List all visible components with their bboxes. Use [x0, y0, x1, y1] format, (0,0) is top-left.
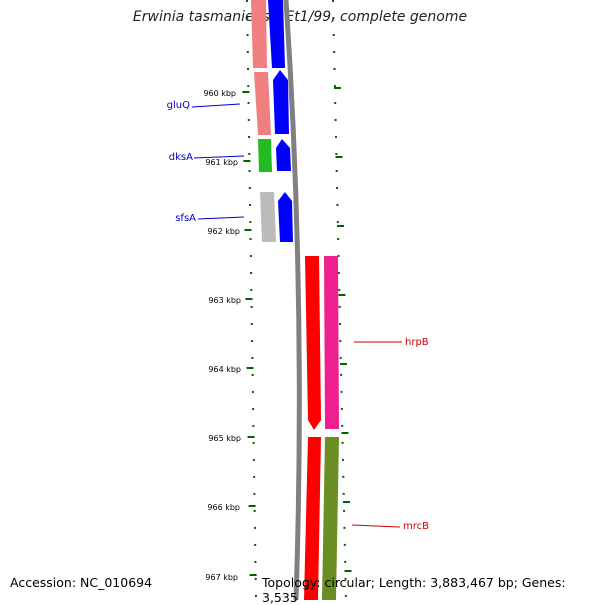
tick-marks	[242, 87, 352, 576]
tick-label: 964 kbp	[208, 365, 241, 374]
tick-label: 960 kbp	[203, 89, 236, 98]
gene-block-red-2[interactable]	[304, 437, 321, 600]
gene-block-gluq[interactable]	[254, 72, 271, 135]
tick-label: 963 kbp	[208, 296, 241, 305]
tick-labels: 960 kbp 961 kbp 962 kbp 963 kbp 964 kbp …	[203, 89, 241, 582]
leader-line-gluq	[191, 103, 241, 108]
gene-block-dksa[interactable]	[258, 139, 272, 172]
gene-label-gluq[interactable]: gluQ	[167, 100, 190, 111]
gene-block-red-1[interactable]	[305, 256, 321, 430]
gene-label-sfsa[interactable]: sfsA	[175, 213, 196, 224]
gene-label-mrcb[interactable]: mrcB	[403, 521, 429, 532]
genome-backbone	[283, 0, 302, 600]
leader-line-mrcb	[351, 524, 401, 528]
tick-label: 961 kbp	[205, 158, 238, 167]
leader-line-sfsa	[197, 216, 245, 220]
gene-labels: gluQ dksA sfsA hrpB mrcB	[167, 100, 429, 532]
forward-gene-4[interactable]	[278, 192, 293, 242]
gene-block-sfsa[interactable]	[260, 192, 276, 242]
forward-gene-3[interactable]	[276, 139, 291, 171]
tick-label: 965 kbp	[208, 434, 241, 443]
gene-label-hrpb[interactable]: hrpB	[405, 337, 429, 348]
tick-label: 966 kbp	[207, 503, 240, 512]
map-title: Erwinia tasmaniensis Et1/99, complete ge…	[132, 9, 468, 25]
gene-block-mrcb[interactable]	[322, 437, 339, 600]
gene-block-hrpb[interactable]	[324, 256, 339, 429]
tick-label: 967 kbp	[205, 573, 238, 582]
genome-summary-text: Topology: circular; Length: 3,883,467 bp…	[262, 575, 566, 605]
forward-gene-1[interactable]	[268, 0, 285, 68]
leader-line-dksa	[193, 155, 245, 159]
tick-label: 962 kbp	[207, 227, 240, 236]
forward-gene-2[interactable]	[273, 70, 289, 134]
gene-label-dksa[interactable]: dksA	[169, 152, 193, 163]
gene-block-salmon-1[interactable]	[251, 0, 267, 68]
accession-text: Accession: NC_010694	[10, 575, 153, 590]
